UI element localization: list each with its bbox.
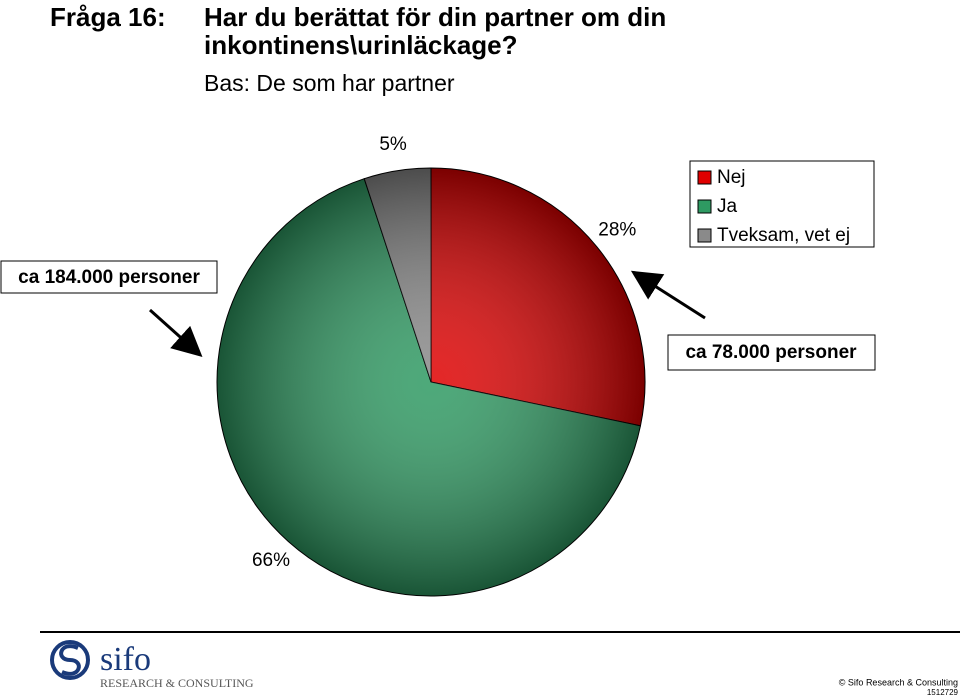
title: Har du berättat för din partner om din i… bbox=[204, 2, 667, 60]
slice-shade bbox=[217, 178, 641, 596]
legend-swatch bbox=[697, 228, 712, 243]
legend-box bbox=[689, 160, 875, 248]
slice-shade bbox=[364, 168, 431, 382]
slide-id: 1512729 bbox=[927, 688, 959, 697]
annotation-box bbox=[667, 334, 876, 371]
question-number: Fråga 16: bbox=[50, 2, 166, 32]
logo-text: sifo bbox=[100, 641, 151, 678]
value-label: 28% bbox=[598, 220, 636, 241]
legend-label: Nej bbox=[717, 167, 746, 188]
value-label: 66% bbox=[252, 550, 290, 571]
annotation: ca 78.000 personer bbox=[685, 342, 857, 363]
logo bbox=[50, 640, 90, 680]
logo-tagline: RESEARCH & CONSULTING bbox=[100, 676, 254, 690]
arrow bbox=[148, 308, 203, 358]
subtitle: Bas: De som har partner bbox=[204, 70, 455, 96]
value-label: 5% bbox=[379, 134, 407, 155]
copyright: © Sifo Research & Consulting bbox=[839, 677, 958, 687]
legend-swatch bbox=[697, 199, 712, 214]
arrow bbox=[630, 270, 706, 320]
legend-label: Tveksam, vet ej bbox=[717, 225, 850, 246]
legend-swatch bbox=[697, 170, 712, 185]
slice-shade bbox=[431, 168, 645, 426]
annotation-box bbox=[0, 260, 218, 294]
annotation: ca 184.000 personer bbox=[18, 267, 200, 288]
legend-label: Ja bbox=[717, 196, 738, 217]
